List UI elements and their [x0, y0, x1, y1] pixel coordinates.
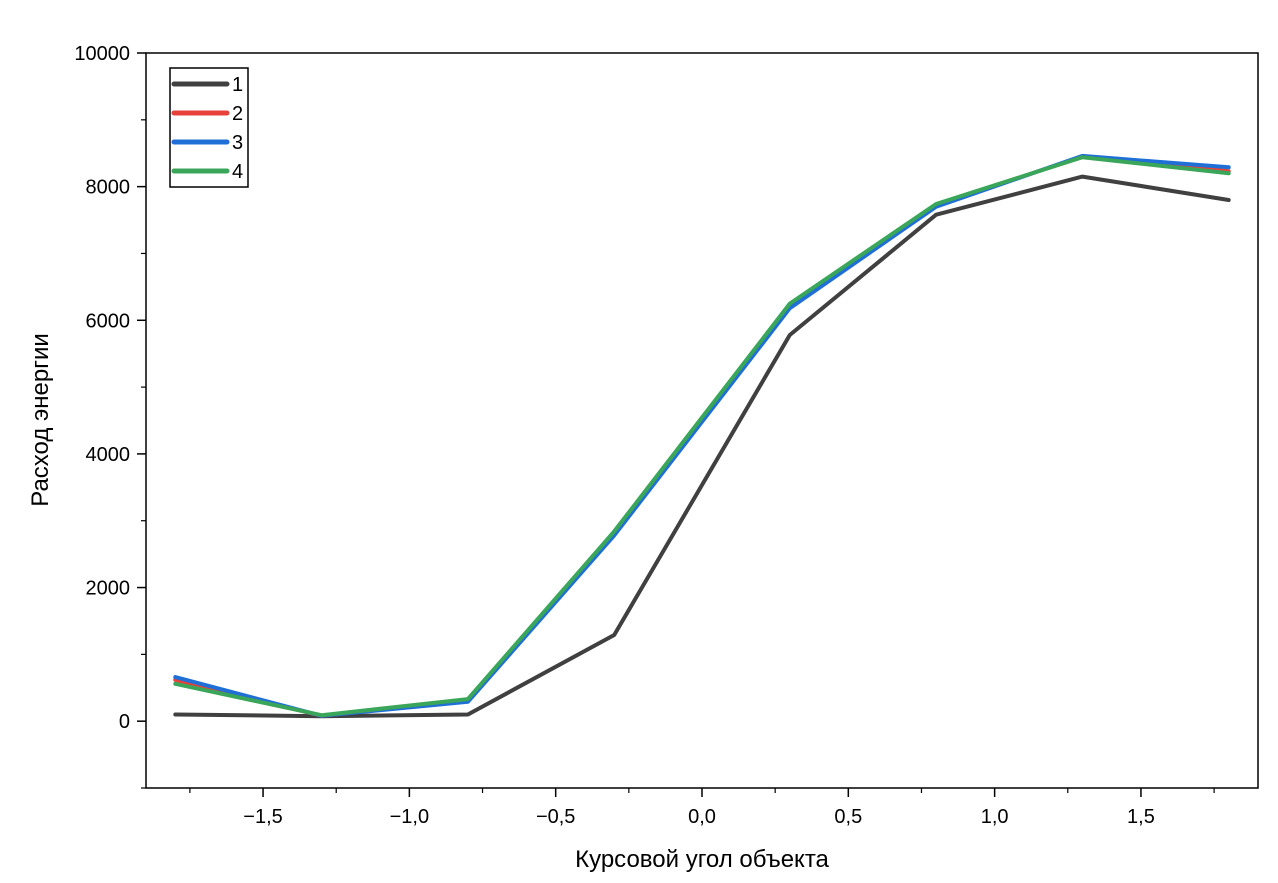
legend-box — [169, 67, 249, 188]
x-tick-label: −1,0 — [390, 806, 429, 828]
x-tick-label: −0,5 — [536, 806, 575, 828]
x-tick-label: 1,5 — [1127, 806, 1155, 828]
y-tick-label: 2000 — [86, 578, 131, 600]
x-tick-label: 0,0 — [688, 806, 716, 828]
y-axis: 0 2000 4000 6000 8000 10000 — [74, 43, 146, 789]
x-axis: −1,5 −1,0 −0,5 0,0 0,5 1,0 1,5 — [189, 788, 1215, 828]
series-lines — [173, 153, 1231, 719]
x-tick-label: −1,5 — [243, 806, 282, 828]
x-tick-label: 0,5 — [834, 806, 862, 828]
legend-label: 4 — [232, 161, 243, 183]
y-tick-label: 4000 — [86, 444, 131, 466]
legend-label: 1 — [232, 74, 243, 96]
y-tick-label: 8000 — [86, 177, 131, 199]
y-tick-label: 0 — [119, 711, 130, 733]
y-axis-title: Расход энергии — [27, 333, 54, 507]
series-line-4 — [173, 155, 1231, 718]
legend: 1 2 3 4 — [169, 67, 249, 188]
legend-label: 2 — [232, 103, 243, 125]
legend-label: 3 — [232, 132, 243, 154]
series-line-1 — [173, 174, 1231, 719]
x-tick-label: 1,0 — [981, 806, 1009, 828]
x-axis-title: Курсовой угол объекта — [575, 846, 829, 873]
y-tick-label: 6000 — [86, 310, 131, 332]
y-tick-label: 10000 — [74, 43, 130, 65]
